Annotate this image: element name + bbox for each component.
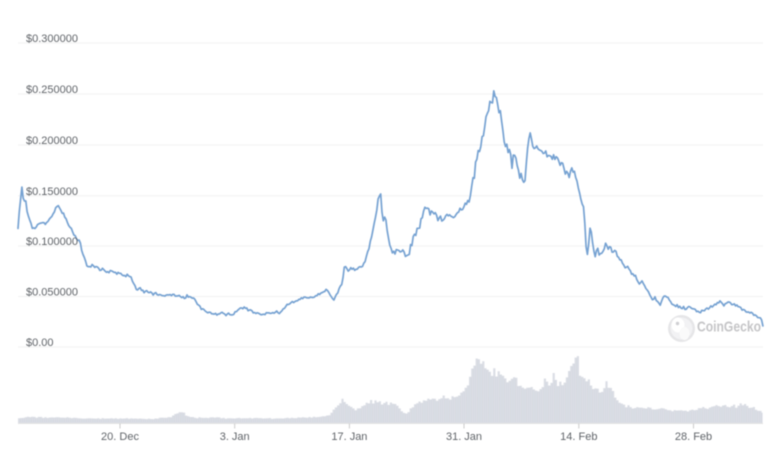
svg-text:CoinGecko: CoinGecko bbox=[697, 319, 761, 336]
svg-text:$0.200000: $0.200000 bbox=[26, 135, 78, 147]
svg-text:$0.250000: $0.250000 bbox=[26, 84, 78, 96]
svg-text:$0.100000: $0.100000 bbox=[26, 236, 78, 248]
svg-text:$0.300000: $0.300000 bbox=[26, 33, 78, 45]
svg-text:$0.050000: $0.050000 bbox=[26, 287, 78, 299]
svg-text:28. Feb: 28. Feb bbox=[675, 431, 712, 443]
svg-text:14. Feb: 14. Feb bbox=[560, 431, 597, 443]
svg-text:3. Jan: 3. Jan bbox=[220, 431, 250, 443]
svg-text:31. Jan: 31. Jan bbox=[446, 431, 482, 443]
svg-text:$0.150000: $0.150000 bbox=[26, 186, 78, 198]
svg-text:$0.00: $0.00 bbox=[26, 337, 54, 349]
svg-text:17. Jan: 17. Jan bbox=[331, 431, 367, 443]
svg-text:20. Dec: 20. Dec bbox=[101, 431, 139, 443]
